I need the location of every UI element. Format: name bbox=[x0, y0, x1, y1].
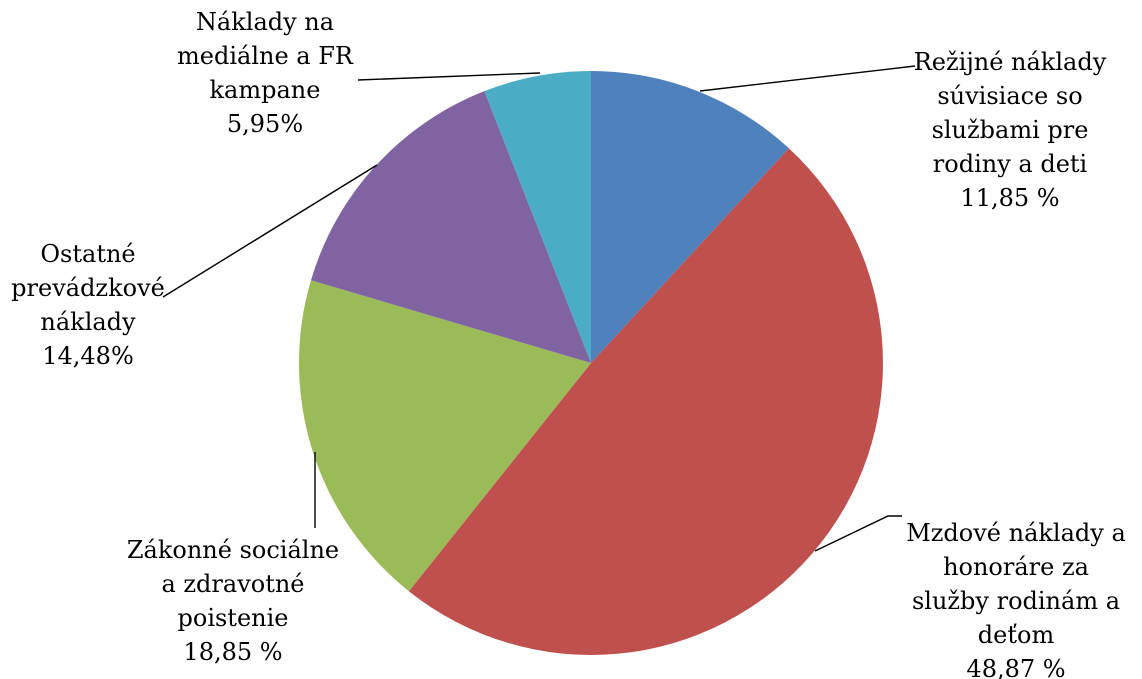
slice-value-label: 18,85 % bbox=[183, 638, 282, 666]
slice-data-label: Mzdové náklady a honoráre za služby rodiná… bbox=[906, 519, 1126, 679]
leader-line bbox=[162, 164, 378, 298]
slice-labels: Režijné náklady súvisiace so službami pre r… bbox=[11, 8, 1126, 679]
slice-data-label: Ostatné prevádzkové náklady 14,48% bbox=[11, 240, 165, 370]
pie-slice bbox=[484, 71, 591, 363]
slice-data-label: Náklady na mediálne a FR kampane 5,95% bbox=[177, 8, 354, 138]
pie-slice bbox=[310, 91, 591, 364]
slice-name-line: náklady bbox=[40, 308, 136, 336]
slice-name-line: Náklady na bbox=[196, 8, 334, 36]
leader-line bbox=[357, 72, 541, 81]
slice-name-line: a zdravotné bbox=[161, 570, 304, 598]
leader-line bbox=[814, 515, 902, 552]
slice-name-line: Zákonné sociálne bbox=[127, 536, 339, 564]
slice-name-line: službami pre bbox=[932, 116, 1089, 144]
slice-name-line: honoráre za bbox=[943, 553, 1089, 581]
slice-value-label: 14,48% bbox=[42, 342, 134, 370]
pie-slices bbox=[299, 71, 883, 655]
slice-value-label: 5,95% bbox=[227, 110, 303, 138]
slice-value-label: 48,87 % bbox=[966, 655, 1065, 679]
leader-lines bbox=[162, 65, 916, 552]
slice-name-line: mediálne a FR bbox=[177, 42, 354, 70]
leader-line bbox=[699, 65, 916, 92]
pie-slice bbox=[299, 280, 591, 592]
slice-name-line: služby rodinám a bbox=[912, 587, 1120, 615]
slice-name-line: súvisiace so bbox=[937, 82, 1082, 110]
slice-data-label: Zákonné sociálne a zdravotné poistenie 18,8… bbox=[127, 536, 339, 666]
slice-name-line: Ostatné bbox=[40, 240, 135, 268]
slice-data-label: Režijné náklady súvisiace so službami pre r… bbox=[914, 48, 1107, 212]
pie-slice bbox=[591, 71, 789, 363]
slice-name-line: rodiny a deti bbox=[933, 150, 1088, 178]
pie-slice bbox=[408, 148, 883, 655]
slice-name-line: Režijné náklady bbox=[914, 48, 1107, 76]
slice-name-line: kampane bbox=[210, 76, 321, 104]
slice-name-line: prevádzkové bbox=[11, 274, 165, 302]
slice-value-label: 11,85 % bbox=[960, 184, 1059, 212]
slice-name-line: deťom bbox=[978, 621, 1055, 649]
slice-name-line: poistenie bbox=[178, 604, 289, 632]
slice-name-line: Mzdové náklady a bbox=[906, 519, 1126, 547]
